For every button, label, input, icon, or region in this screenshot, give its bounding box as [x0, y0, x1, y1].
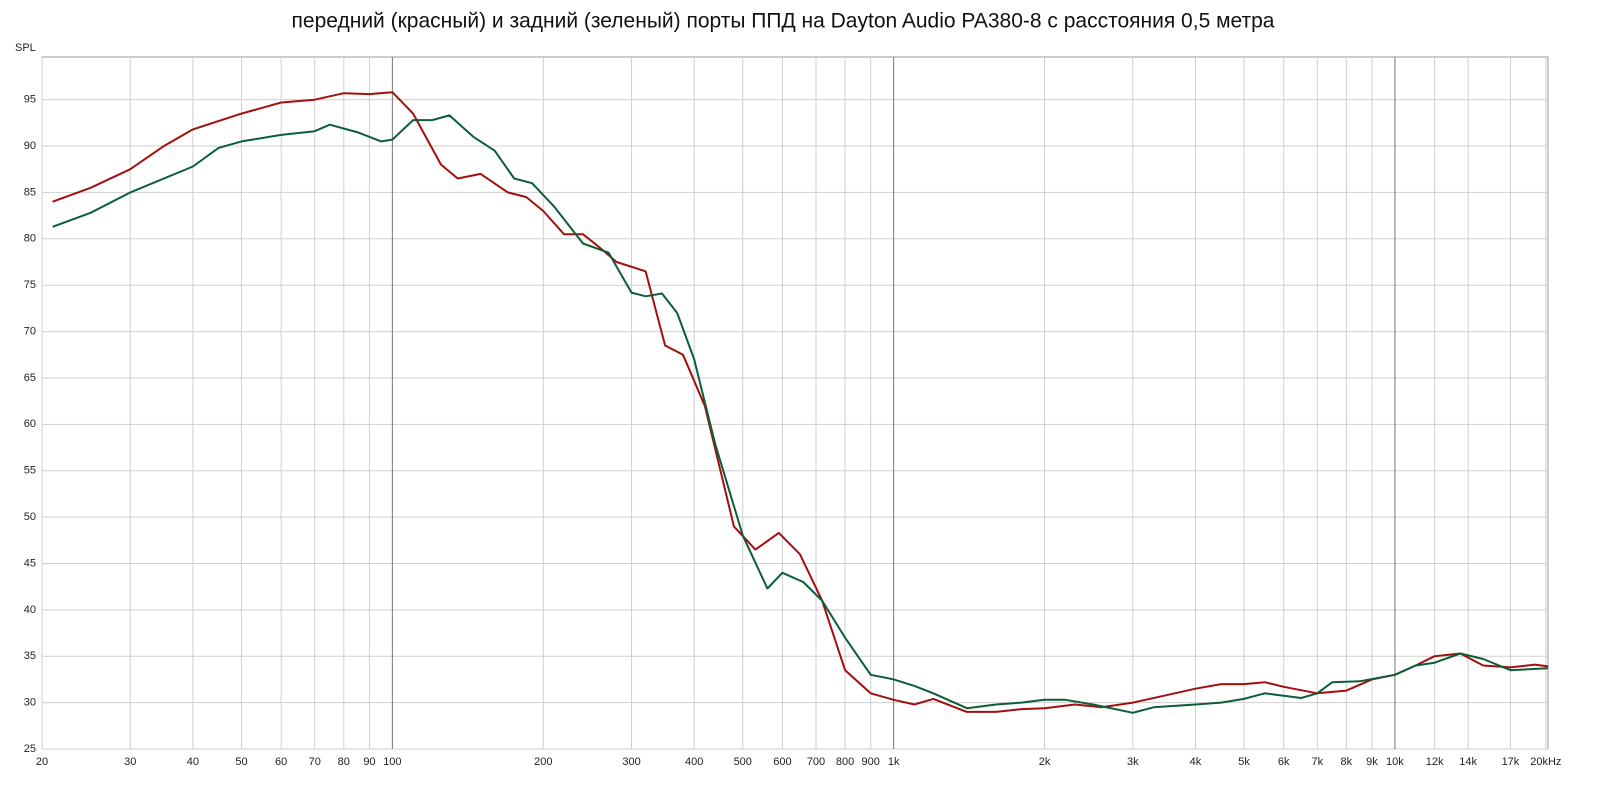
chart-title: передний (красный) и задний (зеленый) по… — [292, 10, 1275, 33]
x-tick-label: 4k — [1190, 756, 1202, 768]
x-tick-label: 14k — [1459, 756, 1477, 768]
x-tick-label: 70 — [309, 756, 321, 768]
y-tick-label: 75 — [24, 279, 36, 291]
x-tick-label: 800 — [836, 756, 854, 768]
y-tick-label: 65 — [24, 372, 36, 384]
y-tick-label: 25 — [24, 743, 36, 755]
y-tick-label: 50 — [24, 511, 36, 523]
x-tick-label: 100 — [383, 756, 401, 768]
x-tick-label: 2k — [1039, 756, 1051, 768]
y-tick-label: 55 — [24, 465, 36, 477]
x-tick-label: 500 — [734, 756, 752, 768]
x-tick-label: 20kHz — [1530, 756, 1561, 768]
series-line — [52, 91, 1549, 713]
y-tick-label: 30 — [24, 697, 36, 709]
y-tick-label: 35 — [24, 650, 36, 662]
plot-area — [41, 56, 1549, 750]
x-tick-label: 20 — [36, 756, 48, 768]
y-tick-label: 80 — [24, 233, 36, 245]
x-tick-label: 12k — [1426, 756, 1444, 768]
x-tick-label: 60 — [275, 756, 287, 768]
x-tick-label: 900 — [862, 756, 880, 768]
x-tick-label: 8k — [1341, 756, 1353, 768]
x-tick-label: 17k — [1502, 756, 1520, 768]
x-tick-label: 50 — [235, 756, 247, 768]
x-tick-label: 300 — [622, 756, 640, 768]
x-tick-label: 600 — [773, 756, 791, 768]
y-tick-label: 85 — [24, 186, 36, 198]
x-tick-label: 90 — [363, 756, 375, 768]
x-tick-label: 400 — [685, 756, 703, 768]
x-tick-label: 10k — [1386, 756, 1404, 768]
y-tick-label: 40 — [24, 604, 36, 616]
x-tick-label: 30 — [124, 756, 136, 768]
x-tick-label: 3k — [1127, 756, 1139, 768]
y-axis-label: SPL — [15, 42, 36, 54]
x-tick-label: 40 — [187, 756, 199, 768]
x-tick-label: 700 — [807, 756, 825, 768]
y-tick-label: 95 — [24, 94, 36, 106]
y-tick-label: 45 — [24, 557, 36, 569]
y-tick-label: 90 — [24, 140, 36, 152]
x-tick-label: 5k — [1238, 756, 1250, 768]
y-tick-label: 60 — [24, 418, 36, 430]
x-tick-label: 200 — [534, 756, 552, 768]
x-tick-label: 9k — [1366, 756, 1378, 768]
y-tick-label: 70 — [24, 325, 36, 337]
x-tick-label: 1k — [888, 756, 900, 768]
x-tick-label: 7k — [1311, 756, 1323, 768]
x-tick-label: 6k — [1278, 756, 1290, 768]
series-line — [52, 114, 1549, 714]
x-tick-label: 80 — [338, 756, 350, 768]
